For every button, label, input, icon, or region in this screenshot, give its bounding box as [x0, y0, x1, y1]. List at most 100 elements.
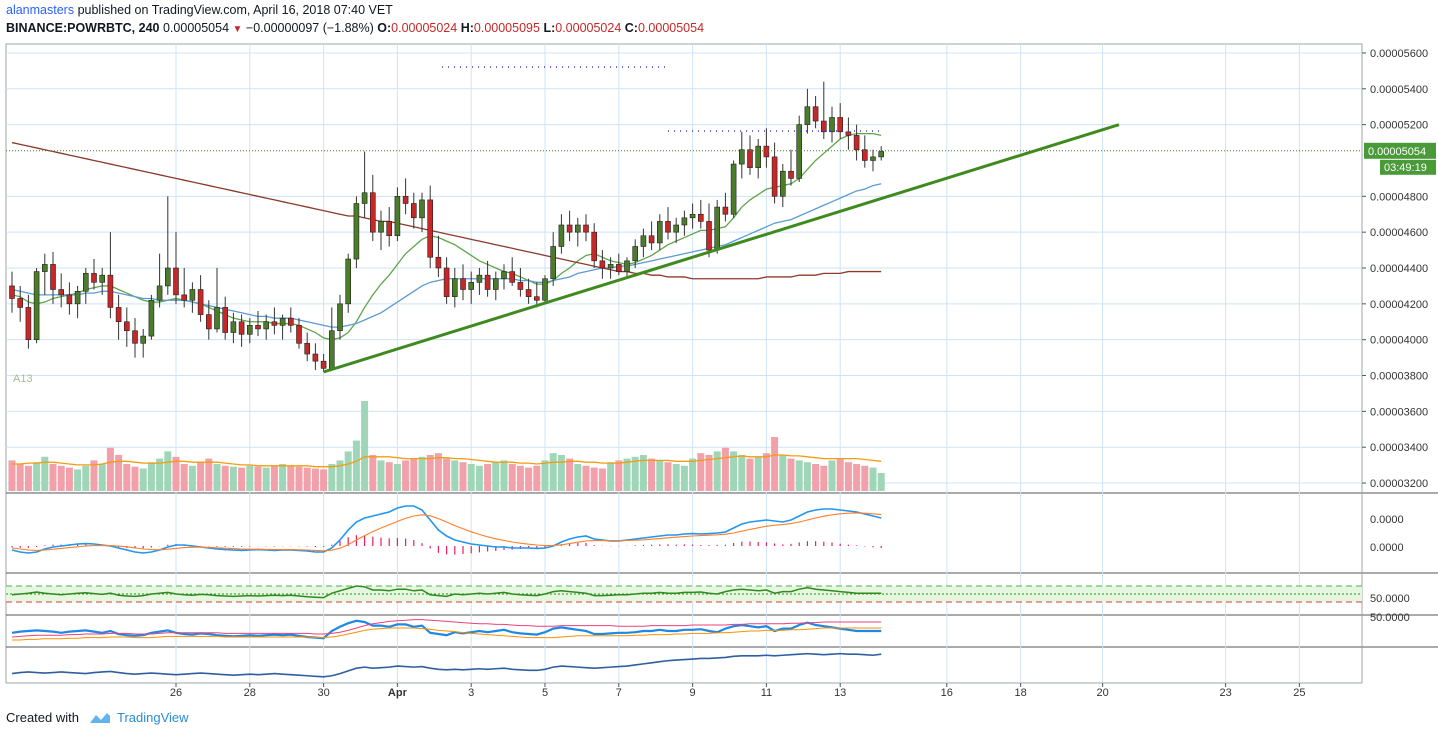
candle-body	[468, 282, 475, 290]
volume-bar	[352, 440, 360, 491]
volume-bar	[803, 462, 811, 491]
candle-body	[320, 360, 327, 369]
volume-bar	[787, 458, 795, 491]
candle-body	[156, 285, 163, 301]
volume-bar	[65, 467, 73, 491]
rsi-tick-label: 50.0000	[1370, 593, 1410, 605]
time-tick-label: 23	[1219, 687, 1231, 699]
author-link[interactable]: alanmasters	[6, 3, 75, 17]
candle-body	[33, 271, 40, 340]
time-tick-label: 26	[170, 687, 182, 699]
candle-body	[74, 290, 81, 305]
volume-bar	[180, 464, 188, 491]
volume-bar	[229, 466, 237, 491]
low-label: L:	[543, 21, 556, 35]
volume-bar	[738, 455, 746, 491]
candle-body	[853, 135, 860, 151]
last-price-badge-text: 0.00005054	[1368, 146, 1426, 158]
candle-body	[812, 106, 819, 122]
candle-body	[247, 325, 253, 335]
macd-tick-label: 0.0000	[1370, 514, 1404, 526]
candle-body	[394, 196, 401, 237]
candle-body	[173, 267, 179, 296]
candle-body	[222, 307, 228, 333]
candle-body	[41, 264, 48, 272]
candle-body	[58, 289, 65, 296]
candle-body	[624, 260, 630, 272]
volume-bar	[598, 468, 606, 491]
candle-body	[632, 246, 639, 262]
indicator-orange-line	[12, 627, 882, 641]
volume-bar	[713, 451, 721, 491]
volume-bar	[861, 465, 869, 491]
time-tick-label: 28	[244, 687, 256, 699]
candle-body	[697, 213, 704, 222]
candle-body	[738, 149, 745, 165]
candle-body	[132, 330, 138, 344]
candle-body	[566, 224, 573, 233]
tradingview-brand-link[interactable]: TradingView	[116, 710, 189, 725]
close-value: 0.00005054	[637, 21, 705, 35]
candle-body	[99, 274, 105, 283]
volume-bar	[385, 462, 393, 491]
time-tick-label: 25	[1293, 687, 1305, 699]
candle-body	[730, 163, 737, 215]
candle-body	[550, 246, 557, 280]
time-tick-label: 7	[616, 687, 622, 699]
candle-body	[558, 224, 565, 247]
candle-body	[353, 203, 360, 260]
candle-body	[189, 289, 196, 301]
candle-body	[796, 124, 803, 179]
candle-body	[640, 235, 647, 247]
volume-bar	[139, 468, 147, 491]
candle-body	[378, 221, 384, 233]
volume-bar	[303, 467, 311, 491]
volume-bar	[779, 455, 787, 491]
volume-bar	[623, 458, 631, 491]
candle-body	[501, 271, 507, 280]
ma-long-line	[11, 141, 882, 280]
candle-body	[517, 282, 524, 290]
volume-bar	[656, 460, 664, 491]
candle-body	[386, 221, 393, 237]
candle-body	[861, 149, 868, 161]
candle-body	[197, 289, 204, 315]
volume-bar	[57, 465, 65, 491]
volume-bar	[205, 458, 213, 491]
candle-body	[345, 258, 352, 305]
volume-bar	[484, 464, 492, 491]
close-label: C:	[624, 21, 638, 35]
volume-bar	[156, 458, 164, 491]
volume-bar	[869, 467, 877, 491]
candle-body	[484, 274, 491, 290]
volume-bar	[426, 455, 434, 491]
candle-body	[255, 325, 261, 330]
volume-bar	[147, 462, 155, 491]
volume-bar	[631, 456, 639, 491]
down-arrow-icon: ▼	[232, 24, 243, 35]
volume-bar	[844, 462, 852, 491]
volume-bar	[320, 469, 328, 491]
time-tick-label: 18	[1014, 687, 1026, 699]
candle-body	[673, 224, 680, 233]
candle-body	[91, 273, 97, 283]
high-label: H:	[460, 21, 474, 35]
volume-bar	[164, 451, 172, 491]
candle-body	[214, 307, 220, 330]
volume-bar	[188, 465, 196, 491]
price-tick-label: 0.00004000	[1370, 335, 1428, 347]
candle-body	[771, 156, 778, 197]
volume-bar	[369, 455, 377, 491]
volume-bar	[8, 460, 16, 491]
price-tick-label: 0.00005200	[1370, 120, 1428, 132]
volume-bar	[721, 447, 729, 491]
volume-bar	[557, 455, 565, 491]
volume-bar	[311, 468, 319, 491]
time-tick-label: 11	[761, 687, 772, 699]
volume-bar	[615, 460, 623, 491]
candle-body	[845, 131, 852, 136]
candle-body	[50, 264, 56, 290]
candle-body	[878, 151, 885, 158]
volume-bar	[730, 451, 738, 491]
